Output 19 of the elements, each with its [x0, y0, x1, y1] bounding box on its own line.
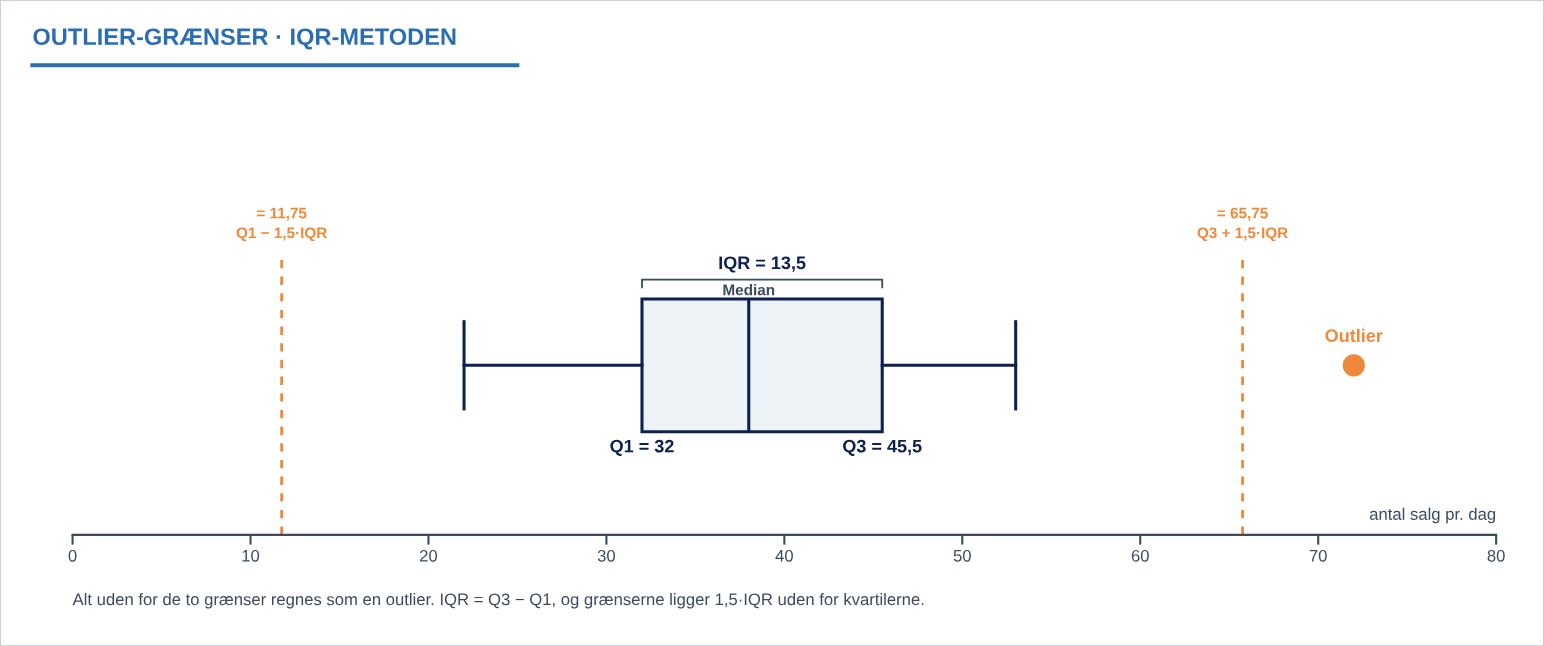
x-tick-label: 0: [68, 549, 77, 562]
x-axis-title: antal salg pr. dag: [1369, 507, 1496, 524]
x-tick-label: 60: [1131, 549, 1149, 562]
chart-title: OUTLIER-GRÆNSER · IQR-METODEN: [33, 28, 456, 50]
annotation: Median: [723, 284, 775, 296]
annotation: IQR = 13,5: [719, 256, 806, 273]
annotation: Q3 = 45,5: [843, 439, 922, 456]
annotation: Q1 = 32: [610, 439, 674, 456]
x-tick-label: 50: [953, 549, 971, 562]
ref-line-label: = 11,75 Q1 − 1,5·IQR: [236, 207, 327, 242]
text: Alt uden for de to grænser regnes som en outlier. IQR = Q3 − Q1, og grænserne ligger 1,5·IQR uden for kvartilerne.: [72, 593, 924, 609]
ref-line-label: = 65,75 Q3 + 1,5·IQR: [1197, 207, 1288, 242]
x-tick-label: 80: [1487, 549, 1505, 562]
x-tick-label: 10: [242, 549, 260, 562]
x-tick-label: 20: [420, 549, 438, 562]
x-tick-label: 30: [597, 549, 616, 562]
annotation: Outlier: [1325, 328, 1383, 343]
x-tick-label: 70: [1309, 549, 1327, 562]
x-tick-label: 40: [775, 549, 793, 562]
